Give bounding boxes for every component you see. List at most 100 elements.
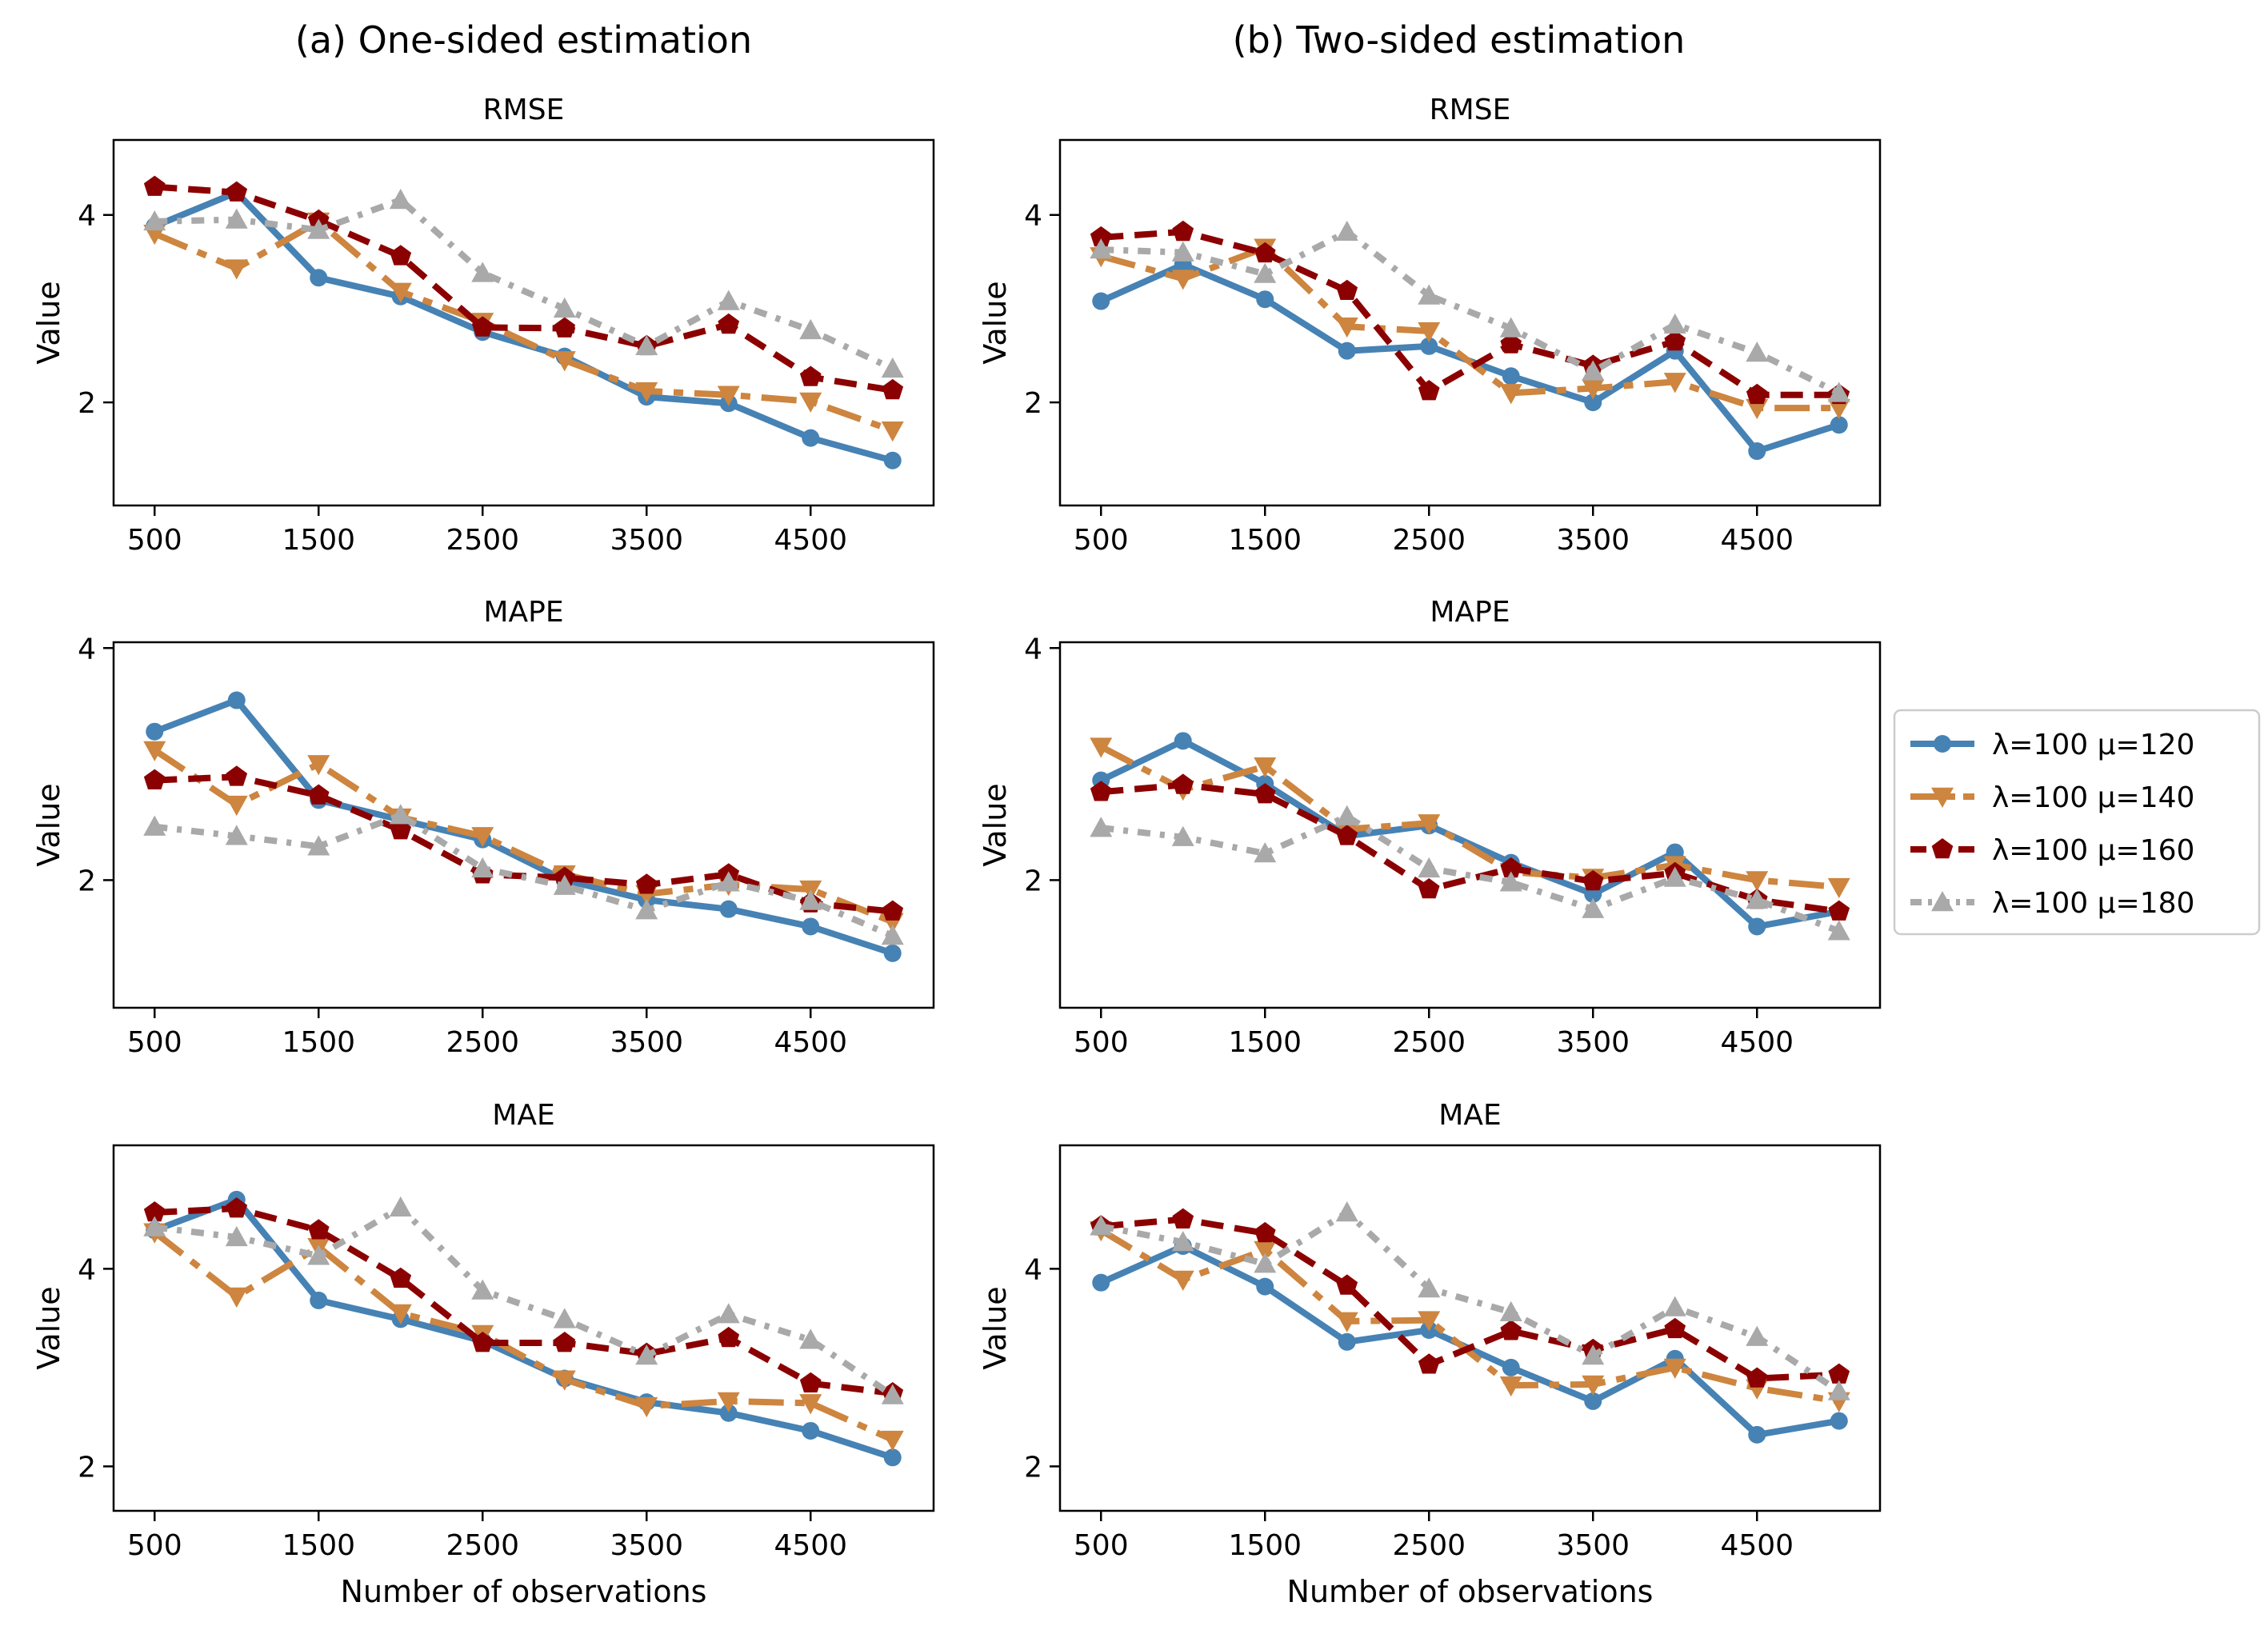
legend-label: λ=100 μ=160 <box>1992 834 2194 867</box>
data-point <box>881 421 904 442</box>
data-point <box>1500 857 1522 878</box>
legend-label: λ=100 μ=140 <box>1992 781 2194 814</box>
data-point <box>719 900 738 918</box>
data-point <box>1418 380 1440 401</box>
data-point <box>802 429 820 447</box>
data-point <box>1254 1252 1277 1273</box>
data-point <box>1582 1344 1605 1365</box>
x-tick-label: 4500 <box>1720 1529 1794 1562</box>
x-tick-label: 3500 <box>610 1026 683 1059</box>
data-point <box>1171 1270 1194 1291</box>
y-tick-label: 4 <box>1024 1253 1042 1286</box>
data-point <box>1335 317 1358 338</box>
data-point <box>554 1332 576 1352</box>
y-axis-label: Value <box>31 1286 66 1369</box>
data-point <box>307 784 330 805</box>
panel-rmse-one-sided: RMSE Value 500 1500 2500 3500 4500 2 4 <box>31 94 935 557</box>
series-line-140 <box>1099 1227 1840 1404</box>
x-tick-label: 2500 <box>446 1026 519 1059</box>
legend-entry-140: λ=100 μ=140 <box>1910 781 2194 814</box>
x-tick-label: 1500 <box>1228 524 1302 557</box>
data-point <box>1746 398 1769 420</box>
y-axis-label: Value <box>31 281 66 364</box>
data-point <box>1663 1358 1686 1379</box>
data-point <box>1335 1201 1358 1222</box>
data-point <box>802 1421 820 1440</box>
data-point <box>1582 360 1605 381</box>
data-point <box>553 1370 576 1391</box>
panel-title: MAE <box>1438 1099 1501 1132</box>
data-point <box>799 318 822 340</box>
data-point <box>1499 1300 1522 1321</box>
data-point <box>635 1396 658 1418</box>
x-tick-label: 2500 <box>1392 1529 1466 1562</box>
plot-area <box>1090 1201 1850 1444</box>
series-line-120 <box>1099 261 1841 454</box>
data-point <box>1336 825 1358 845</box>
y-axis-label: Value <box>978 281 1013 364</box>
data-point <box>1092 1273 1110 1292</box>
data-point <box>718 1326 740 1348</box>
x-tick-label: 2500 <box>446 1529 519 1562</box>
data-point <box>1335 805 1358 825</box>
x-axis-label: Number of observations <box>341 1574 707 1609</box>
series-line-160 <box>1100 1216 1839 1382</box>
data-point <box>1418 857 1441 878</box>
legend-marker <box>1931 787 1954 808</box>
data-point <box>1584 394 1602 412</box>
legend-entry-120: λ=100 μ=120 <box>1910 729 2194 761</box>
data-point <box>143 815 166 836</box>
data-point <box>1418 284 1441 305</box>
plot-area <box>143 1190 904 1467</box>
x-axis-label: Number of observations <box>1287 1574 1654 1609</box>
data-point <box>1171 241 1194 262</box>
data-point <box>717 386 740 406</box>
data-point <box>1090 817 1113 837</box>
data-point <box>226 181 248 202</box>
series-line-160 <box>154 773 894 915</box>
data-point <box>1172 1208 1194 1228</box>
data-point <box>883 451 902 469</box>
data-point <box>1746 1325 1769 1346</box>
legend-marker <box>1934 735 1951 753</box>
series-line-140 <box>153 747 894 925</box>
y-tick-label: 2 <box>78 865 96 897</box>
data-point <box>553 297 576 318</box>
data-point <box>1335 1312 1358 1332</box>
data-point <box>553 874 576 895</box>
x-tick-label: 2500 <box>1392 524 1466 557</box>
data-point <box>635 899 658 920</box>
data-point <box>307 835 330 856</box>
data-point <box>1664 330 1686 351</box>
series-line-120 <box>1099 737 1840 930</box>
data-point <box>1335 220 1358 242</box>
y-tick-label: 4 <box>78 633 96 665</box>
data-point <box>143 210 166 231</box>
data-point <box>307 218 330 239</box>
column-title-one-sided: (a) One-sided estimation <box>295 18 752 62</box>
data-point <box>390 1267 412 1288</box>
data-point <box>143 1201 166 1222</box>
x-tick-label: 4500 <box>774 1529 847 1562</box>
x-tick-label: 2500 <box>1392 1026 1466 1059</box>
data-point <box>635 382 658 403</box>
data-point <box>307 1219 330 1240</box>
legend-label: λ=100 μ=180 <box>1992 887 2194 920</box>
x-tick-label: 500 <box>1074 1026 1129 1059</box>
data-point <box>881 1430 904 1452</box>
data-point <box>1420 337 1438 355</box>
data-point <box>718 313 740 334</box>
data-point <box>1500 1320 1522 1340</box>
panel-mae-two-sided: MAE Value Number of observations 500 1500 250… <box>978 1099 1882 1609</box>
data-point <box>1338 1332 1356 1351</box>
series-line-180 <box>1100 1209 1842 1394</box>
data-point <box>553 1308 576 1328</box>
panel-title: MAE <box>492 1099 554 1132</box>
x-tick-label: 4500 <box>1720 1026 1794 1059</box>
data-point <box>146 722 164 741</box>
data-point <box>717 1303 740 1324</box>
data-point <box>1418 1277 1441 1298</box>
legend-label: λ=100 μ=120 <box>1992 729 2194 761</box>
plot-area <box>1090 220 1850 461</box>
